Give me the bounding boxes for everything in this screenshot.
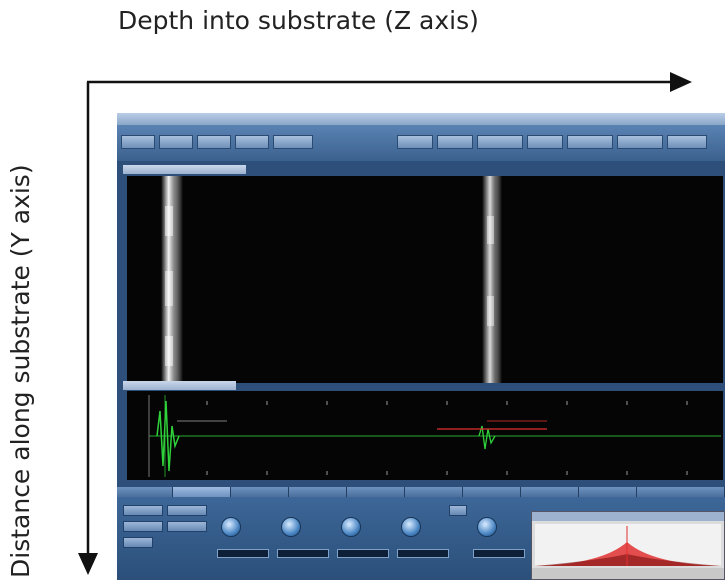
toolbar-button <box>527 135 563 149</box>
control-tab <box>231 487 289 497</box>
ultrasonic-software-screenshot <box>117 113 725 580</box>
control-tab <box>521 487 579 497</box>
toolbar-button <box>437 135 473 149</box>
y-axis-title: Distance along substrate (Y axis) <box>6 164 35 578</box>
toolbar-button <box>477 135 523 149</box>
bscan-image <box>127 176 723 383</box>
control-tab <box>117 487 173 497</box>
knob-icon <box>221 517 241 537</box>
control-panel <box>117 487 725 580</box>
toolbar <box>117 125 725 161</box>
toolbar-button <box>667 135 707 149</box>
control-tab <box>463 487 521 497</box>
toolbar-button <box>235 135 269 149</box>
control-tab <box>405 487 463 497</box>
toolbar-button <box>159 135 193 149</box>
toolbar-button <box>197 135 231 149</box>
toolbar-button <box>273 135 313 149</box>
knob-icon <box>477 517 497 537</box>
front-echo-pulse <box>156 400 180 472</box>
toolbar-button <box>617 135 663 149</box>
knob-icon <box>401 517 421 537</box>
bscan-panel-title <box>123 165 246 174</box>
value-field <box>397 549 449 558</box>
back-echo-pulse <box>478 425 496 450</box>
settings-button <box>123 521 163 532</box>
knob-icon <box>341 517 361 537</box>
spectrum-peak <box>535 542 721 566</box>
ascan-panel-title <box>123 381 236 390</box>
settings-button <box>167 521 207 532</box>
value-field <box>217 549 269 558</box>
value-field <box>277 549 329 558</box>
settings-button <box>123 537 153 548</box>
frequency-spectrum-panel <box>531 511 725 580</box>
window-title-bar <box>117 113 725 125</box>
knob-icon <box>281 517 301 537</box>
toolbar-button <box>567 135 613 149</box>
control-tab <box>579 487 637 497</box>
control-tab <box>637 487 725 497</box>
settings-button <box>167 505 207 516</box>
value-field <box>337 549 389 558</box>
z-axis-title: Depth into substrate (Z axis) <box>118 6 479 35</box>
ascan-waveform <box>127 391 723 480</box>
arrow-right-icon <box>670 72 692 92</box>
settings-button <box>123 505 163 516</box>
toolbar-button <box>397 135 433 149</box>
arrow-down-icon <box>78 553 98 575</box>
control-tab <box>289 487 347 497</box>
settings-button <box>449 505 467 516</box>
toolbar-button <box>121 135 155 149</box>
control-tab-active <box>173 487 231 497</box>
back-wall-echo <box>482 176 502 383</box>
control-tab <box>347 487 405 497</box>
value-field <box>473 549 525 558</box>
